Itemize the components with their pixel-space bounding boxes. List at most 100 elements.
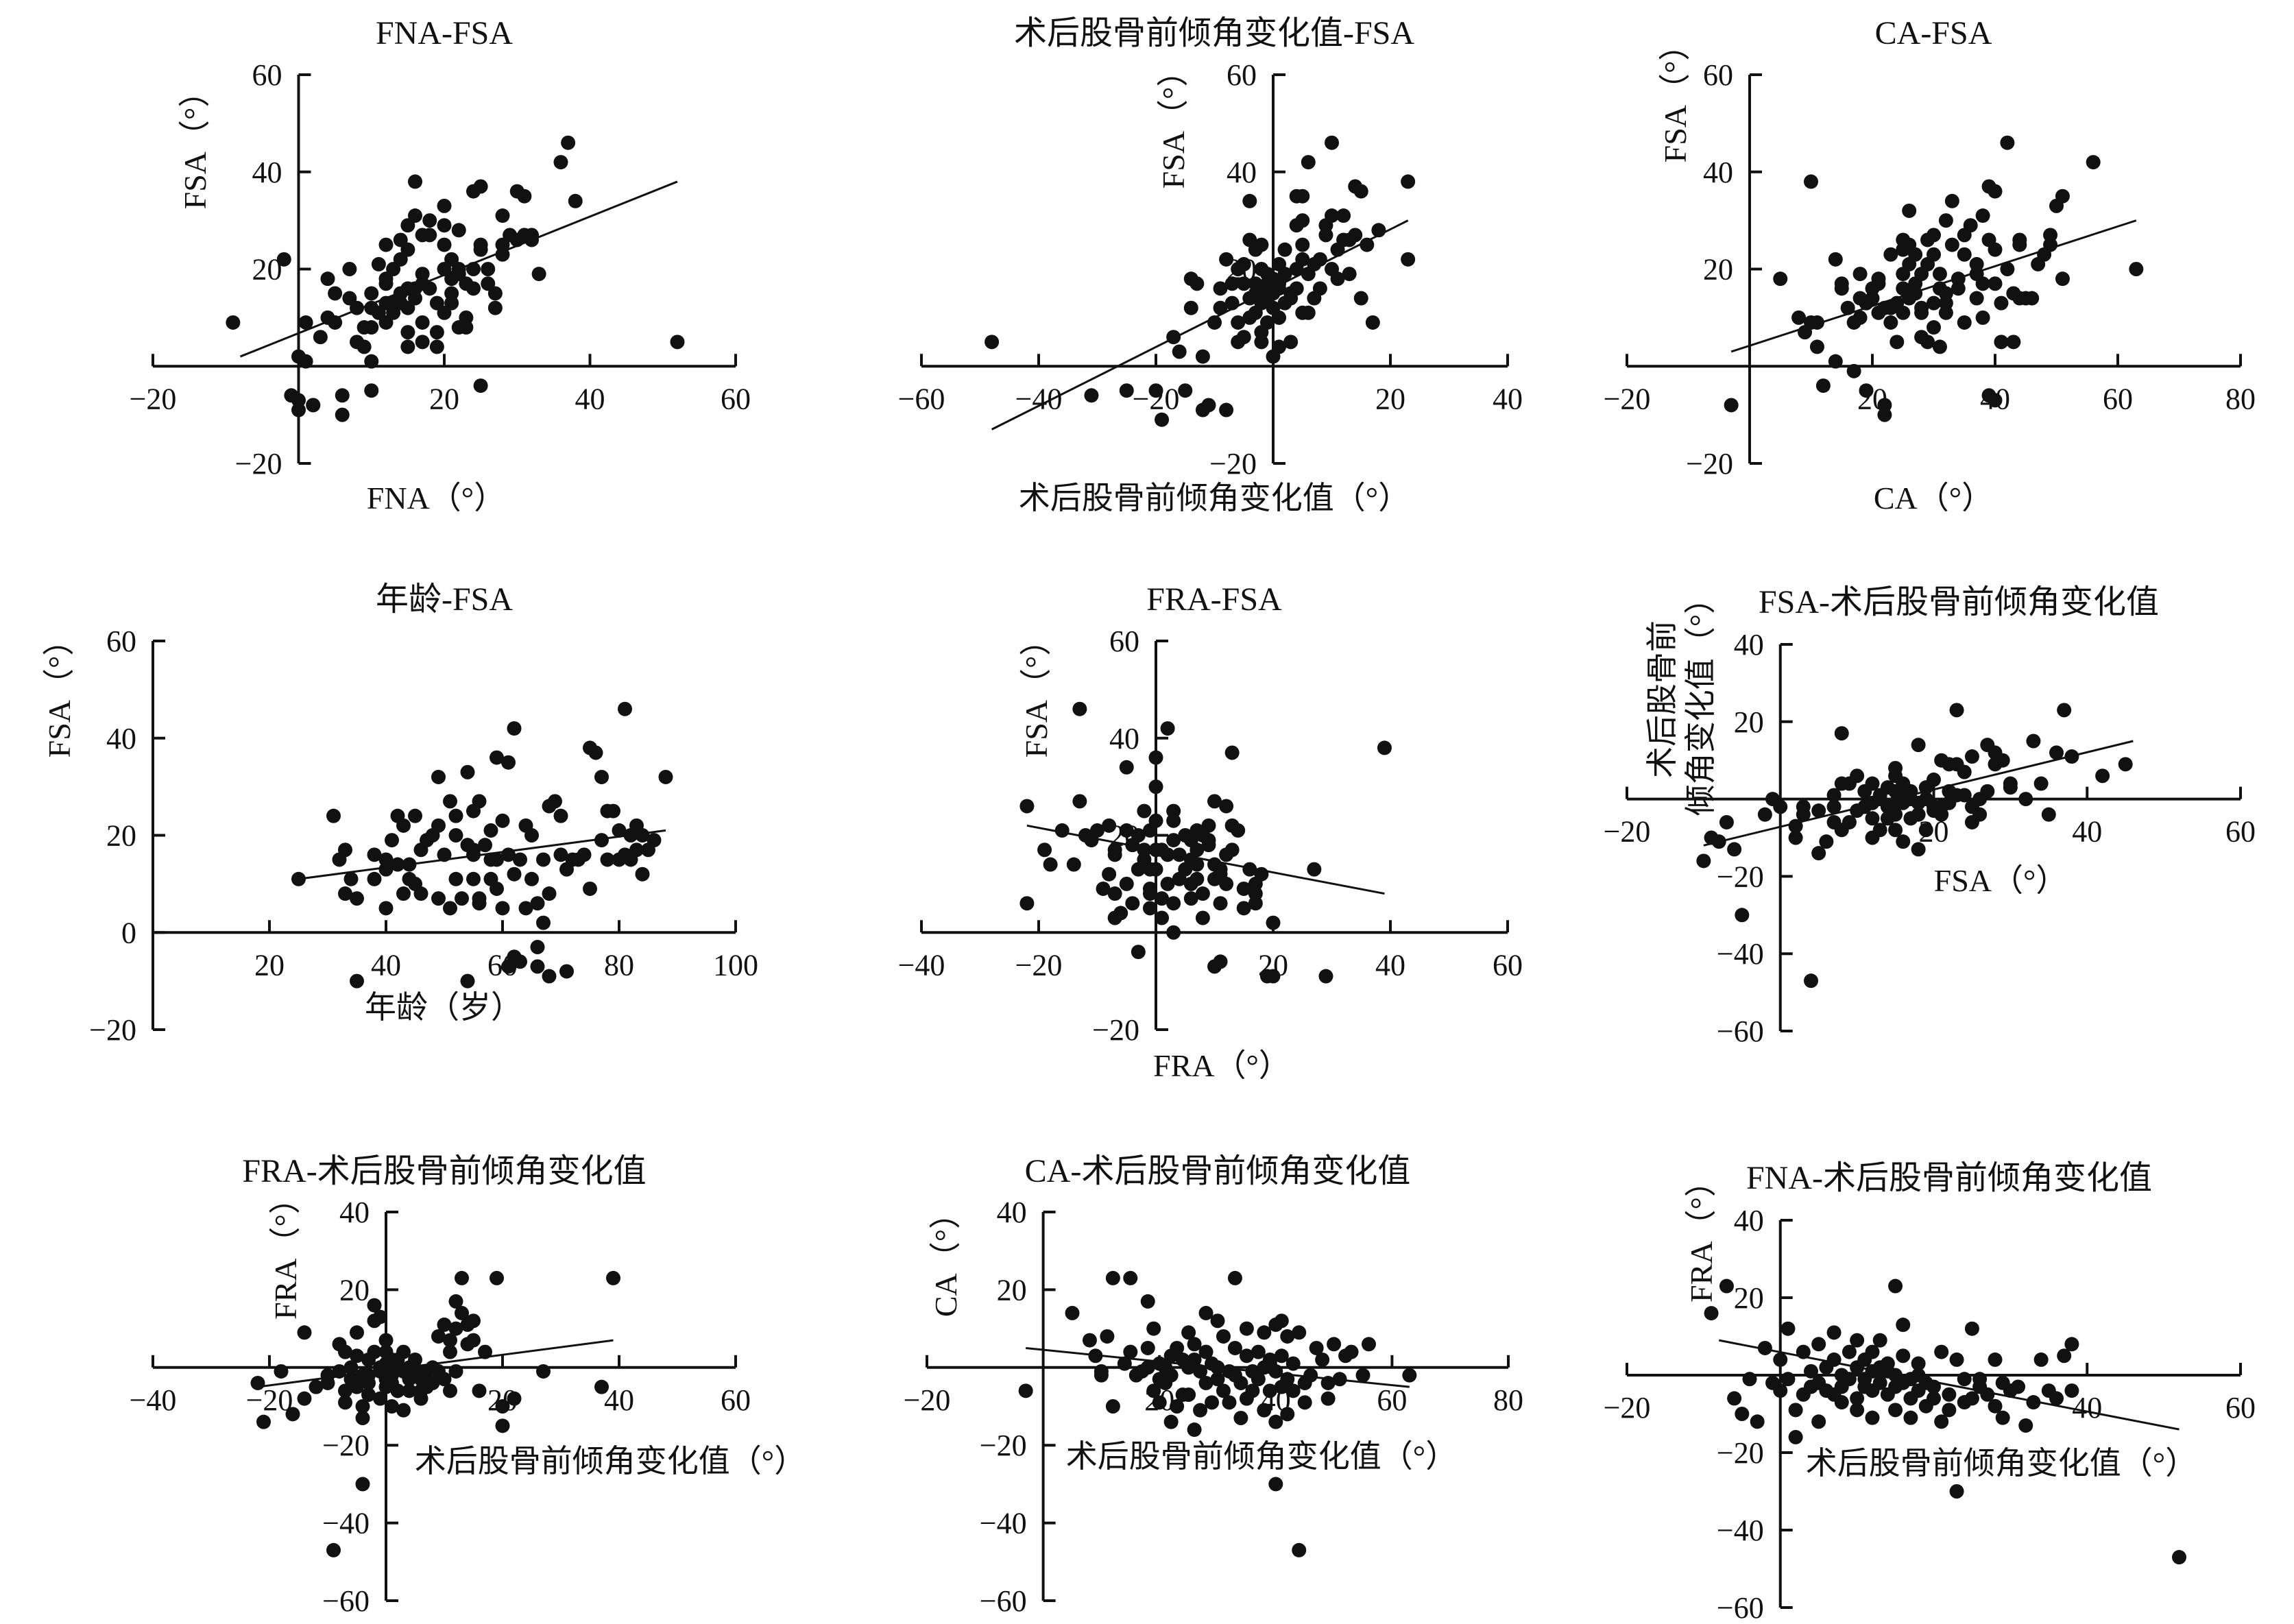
x-axis-label: FNA（°） xyxy=(367,481,505,516)
data-point xyxy=(517,189,532,204)
data-point xyxy=(1865,291,1880,306)
data-point xyxy=(291,871,306,886)
data-point xyxy=(313,330,328,345)
data-point xyxy=(326,808,341,823)
data-point xyxy=(350,300,364,315)
x-axis-label: 术后股骨前倾角变化值（°） xyxy=(415,1444,806,1479)
data-point xyxy=(2055,189,2070,204)
data-point xyxy=(1988,1352,2003,1367)
data-point xyxy=(1826,788,1842,803)
data-point xyxy=(1268,1414,1283,1429)
data-point xyxy=(2043,237,2058,252)
data-point xyxy=(1361,1337,1376,1352)
data-point xyxy=(1957,788,1972,803)
data-point xyxy=(1205,1395,1220,1410)
data-point xyxy=(448,808,463,823)
x-tick-label: 60 xyxy=(2225,815,2256,849)
data-point xyxy=(524,871,539,886)
data-point xyxy=(1896,1348,1911,1364)
data-point xyxy=(335,388,350,403)
data-point xyxy=(373,1309,387,1324)
y-tick-label: −60 xyxy=(322,1584,370,1618)
data-point xyxy=(1148,750,1163,765)
data-point xyxy=(1190,276,1205,291)
data-point xyxy=(338,1383,352,1398)
data-point xyxy=(1852,310,1868,325)
x-tick-label: −40 xyxy=(130,1383,177,1417)
y-tick-label: −40 xyxy=(322,1507,370,1540)
data-point xyxy=(400,242,415,257)
data-point xyxy=(448,1321,463,1336)
x-tick-label: −20 xyxy=(1015,948,1063,982)
x-axis-label: CA（°） xyxy=(1874,481,1993,516)
data-point xyxy=(455,891,469,906)
data-point xyxy=(1969,256,1984,271)
data-point xyxy=(1995,1410,2010,1425)
data-point xyxy=(1295,252,1310,267)
data-point xyxy=(1125,896,1140,911)
data-point xyxy=(367,1298,382,1313)
data-point xyxy=(413,1391,428,1406)
data-point xyxy=(1911,738,1926,753)
data-point xyxy=(443,1333,457,1348)
data-point xyxy=(1219,799,1234,814)
data-point xyxy=(1163,1368,1179,1383)
data-point xyxy=(448,828,463,843)
data-point xyxy=(1137,843,1152,858)
data-point xyxy=(1975,208,1990,223)
y-axis-label: FRA（°） xyxy=(1684,1165,1719,1302)
data-point xyxy=(350,1325,364,1340)
data-point xyxy=(2049,745,2064,760)
data-point xyxy=(481,262,496,276)
data-point xyxy=(298,315,313,330)
data-point xyxy=(408,1352,422,1367)
data-point xyxy=(1949,1352,1964,1367)
y-tick-label: −60 xyxy=(1717,1591,1764,1624)
data-point xyxy=(1804,973,1818,989)
data-point xyxy=(1980,784,1995,799)
data-point xyxy=(1236,901,1251,916)
data-point xyxy=(1219,252,1234,267)
data-point xyxy=(1826,1325,1842,1340)
data-point xyxy=(1236,256,1251,271)
data-point xyxy=(298,354,313,369)
data-point xyxy=(1251,1344,1266,1359)
data-point xyxy=(1259,315,1275,330)
y-axis-label: FSA（°） xyxy=(178,76,213,210)
data-point xyxy=(1307,862,1322,877)
panel-title: FNA-FSA xyxy=(376,15,513,51)
data-point xyxy=(448,871,463,886)
data-point xyxy=(1224,295,1240,311)
x-tick-label: −20 xyxy=(1604,815,1651,849)
data-point xyxy=(226,315,241,330)
data-point xyxy=(1274,1313,1289,1329)
data-point xyxy=(1325,135,1339,150)
data-point xyxy=(1107,847,1122,862)
data-point xyxy=(501,755,516,770)
data-point xyxy=(455,1270,469,1285)
data-point xyxy=(1315,1352,1330,1367)
data-point xyxy=(1254,866,1269,882)
x-tick-label: 20 xyxy=(429,382,459,415)
data-point xyxy=(629,843,644,858)
data-point xyxy=(1242,193,1257,208)
data-point xyxy=(1181,1325,1196,1340)
data-point xyxy=(2086,155,2101,170)
data-point xyxy=(1187,1422,1202,1438)
data-point xyxy=(1181,1387,1196,1402)
data-point xyxy=(490,881,504,896)
data-point xyxy=(285,1407,300,1422)
data-point xyxy=(2172,1550,2186,1565)
data-point xyxy=(1365,315,1380,330)
data-point xyxy=(2033,776,2049,791)
data-point xyxy=(2018,1418,2033,1433)
data-point xyxy=(1980,1387,1995,1402)
data-point xyxy=(553,155,568,170)
data-point xyxy=(1201,833,1216,848)
data-point xyxy=(378,852,394,867)
data-point xyxy=(1119,823,1134,838)
data-point xyxy=(568,193,583,208)
data-point xyxy=(1938,213,1953,228)
